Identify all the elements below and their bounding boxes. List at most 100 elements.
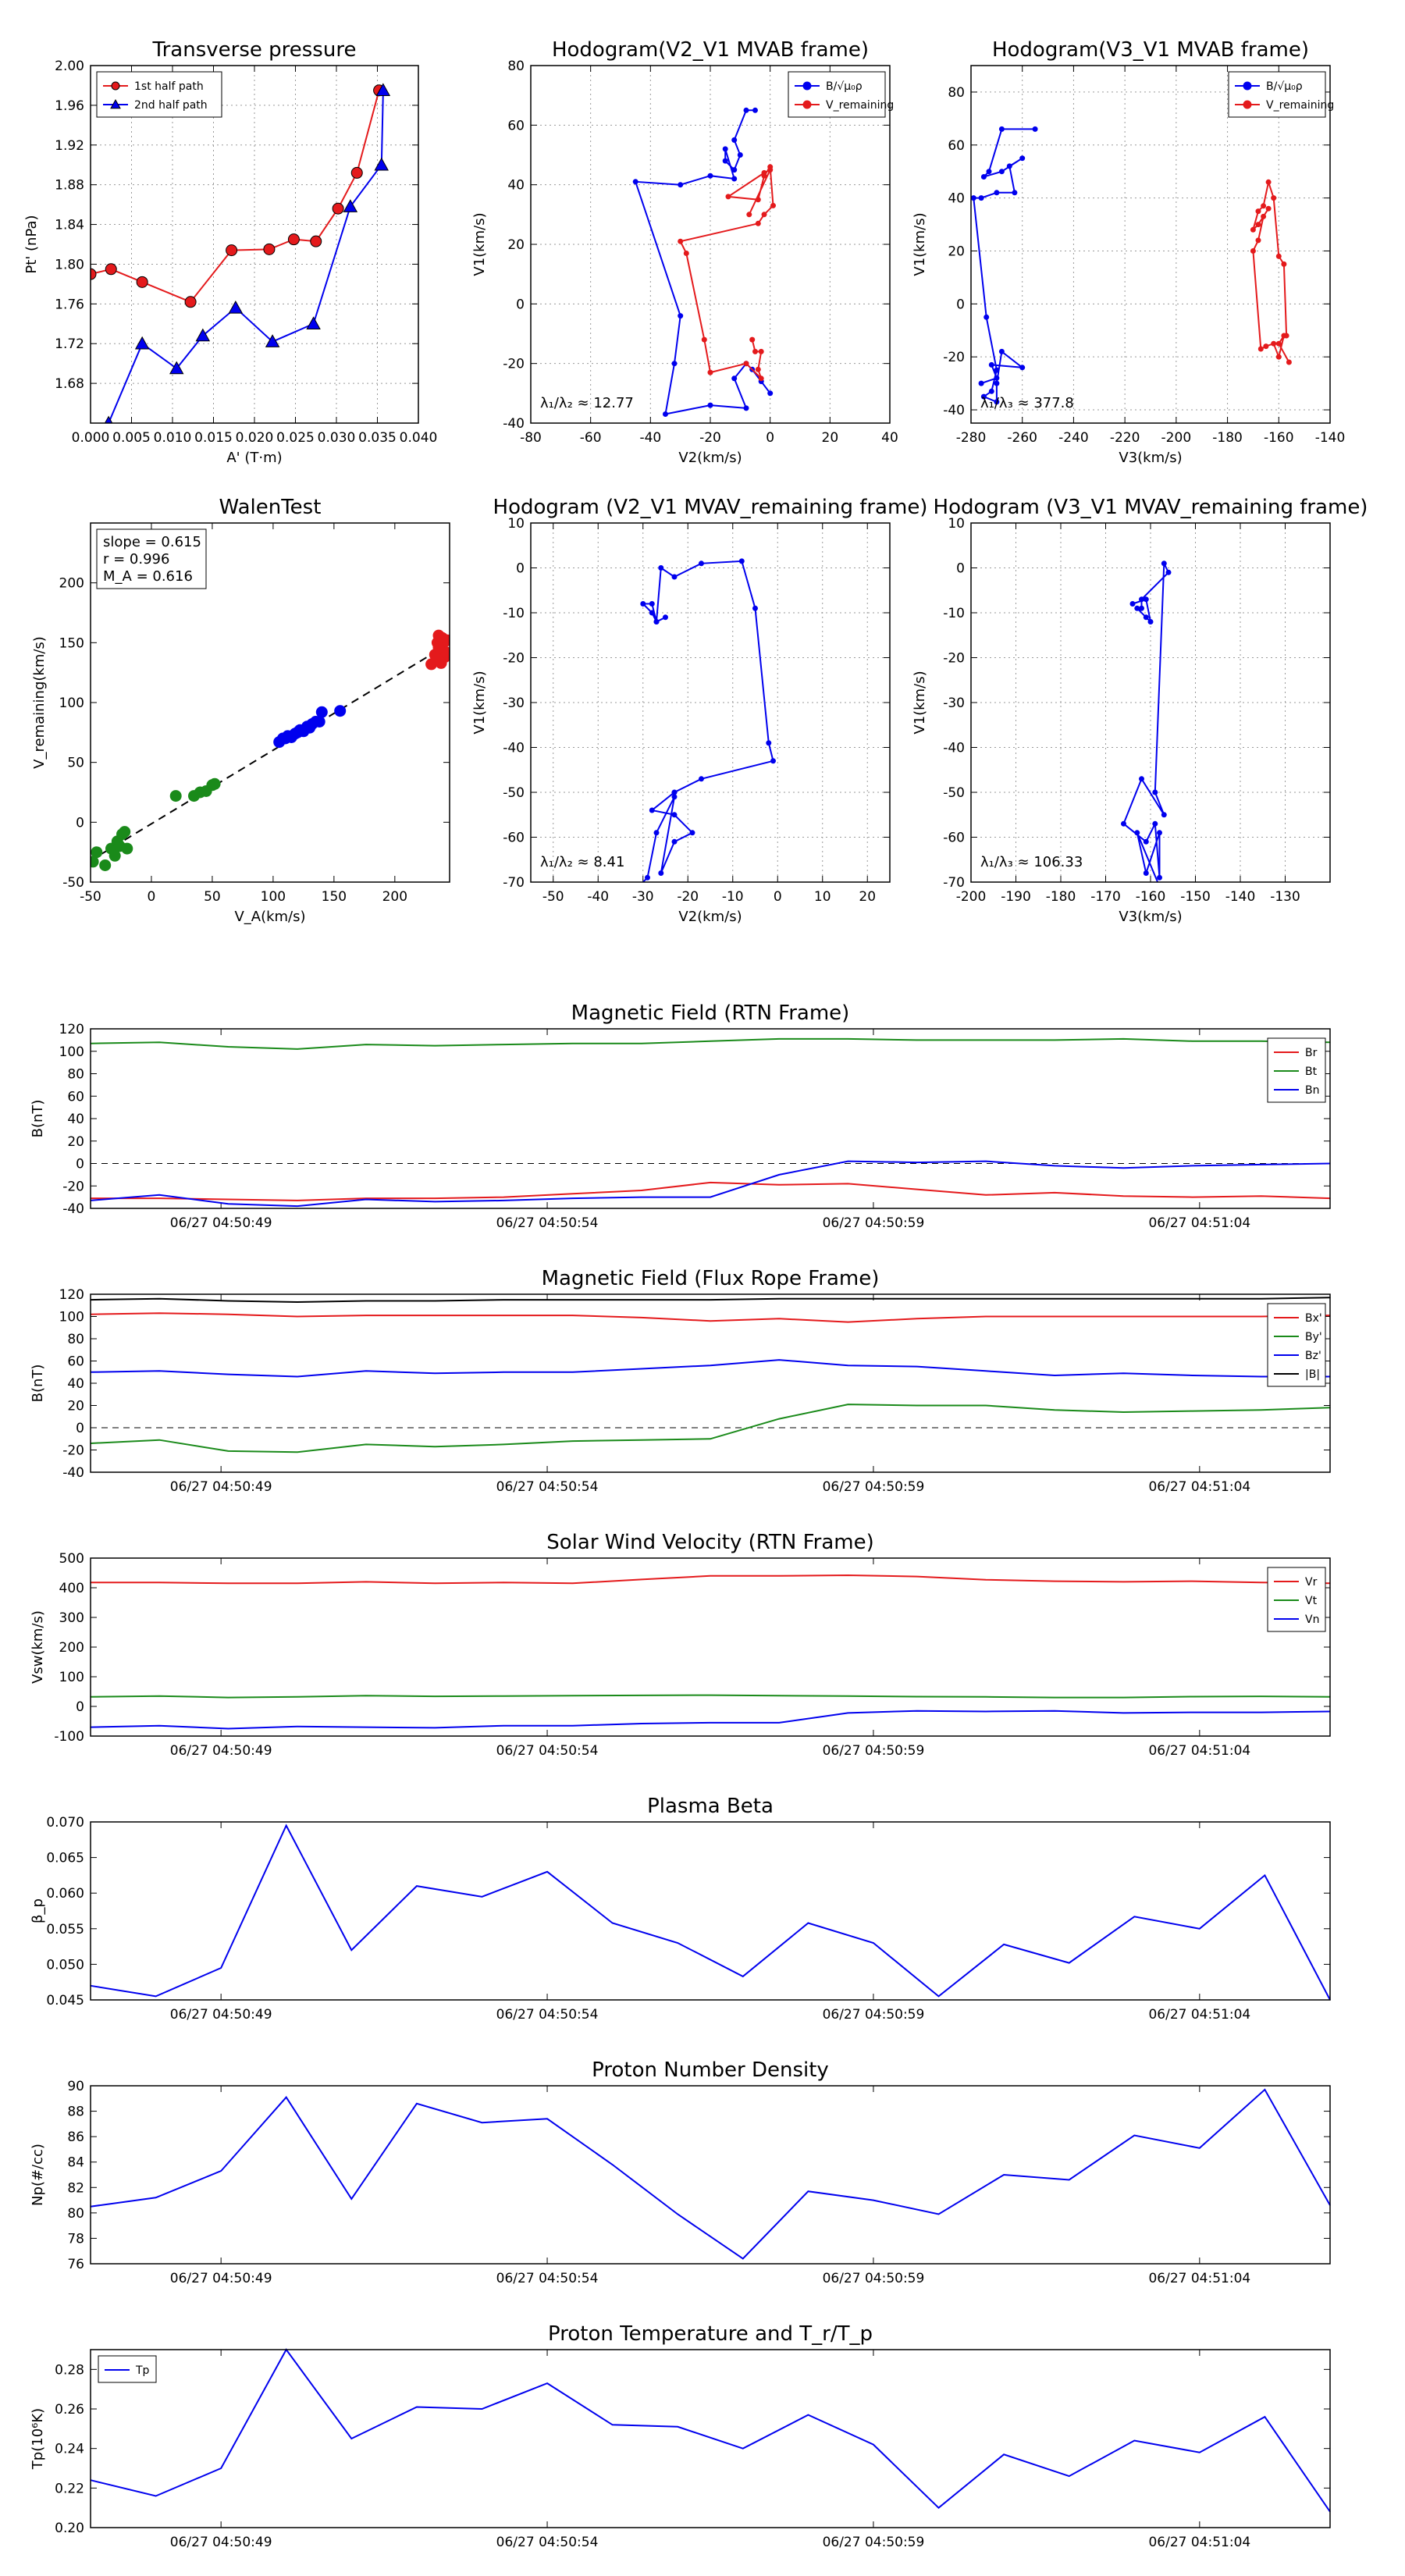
data-point xyxy=(916,1189,918,1190)
eigen-ratio-annotation: λ₁/λ₂ ≈ 8.41 xyxy=(540,854,624,870)
plot-frame xyxy=(90,2349,1331,2528)
data-point xyxy=(220,1967,222,1969)
data-point xyxy=(1152,789,1158,795)
data-point xyxy=(731,137,738,143)
data-point xyxy=(649,601,655,607)
panel-bfield_fr: -40 -20 0 20 40 60 80 100 120 06/27 04:50:49 06/27… xyxy=(30,1267,1331,1495)
data-point xyxy=(315,706,328,718)
data-point xyxy=(572,1725,574,1727)
x-tick-label: 06/27 04:51:04 xyxy=(1148,2535,1250,2550)
data-point xyxy=(767,390,774,397)
data-point xyxy=(572,1043,574,1044)
data-point xyxy=(434,1446,436,1447)
legend-label: Vt xyxy=(1305,1595,1318,1607)
data-point xyxy=(1157,874,1162,881)
panel-np: 76 78 80 82 84 86 88 90 06/27 04:50:49 06/27 04:5… xyxy=(30,2058,1331,2286)
data-point xyxy=(978,380,984,386)
x-tick-label: 06/27 04:50:49 xyxy=(170,1743,272,1759)
panel-title: Proton Number Density xyxy=(592,2058,829,2082)
x-tick-label: -240 xyxy=(1058,430,1089,446)
y-tick-label: 40 xyxy=(507,178,525,194)
data-point xyxy=(1264,1874,1265,1876)
data-point xyxy=(978,195,984,201)
data-point xyxy=(226,244,238,257)
y-tick-label: 2.00 xyxy=(55,59,84,74)
y-tick-label: 0.050 xyxy=(46,1957,84,1973)
x-tick-label: 0 xyxy=(774,889,782,905)
data-point xyxy=(306,316,321,329)
eigen-ratio-annotation: λ₁/λ₃ ≈ 377.8 xyxy=(980,395,1074,411)
data-point xyxy=(1122,1372,1124,1374)
data-point xyxy=(658,870,664,876)
data-point xyxy=(434,1315,436,1316)
y-tick-label: 1.76 xyxy=(55,297,84,312)
legend-label: 1st half path xyxy=(134,80,204,93)
plot-area xyxy=(632,107,776,417)
x-axis-label: A' (T·m) xyxy=(226,450,282,466)
data-point xyxy=(731,176,738,182)
data-point xyxy=(1265,179,1272,185)
data-point xyxy=(365,1044,367,1045)
data-point xyxy=(1122,1315,1124,1318)
data-point xyxy=(778,1174,780,1176)
x-tick-label: -220 xyxy=(1110,430,1140,446)
data-point xyxy=(937,2213,940,2215)
x-tick-label: 0.025 xyxy=(276,430,315,446)
x-tick-label: 0.010 xyxy=(154,430,192,446)
panel-title: Hodogram(V3_V1 MVAB frame) xyxy=(992,38,1309,62)
data-point xyxy=(1157,830,1162,836)
x-tick-label: 20 xyxy=(822,430,839,446)
data-point xyxy=(169,790,182,802)
y-tick-label: -20 xyxy=(62,1443,84,1459)
data-point xyxy=(985,1315,987,1318)
data-point xyxy=(1271,340,1277,347)
data-point xyxy=(546,1871,548,1873)
y-tick-label: 0 xyxy=(76,1421,84,1436)
data-point xyxy=(1264,2089,1265,2090)
data-point xyxy=(807,2414,809,2416)
data-point xyxy=(1122,1195,1124,1197)
data-point xyxy=(807,2190,809,2192)
y-tick-label: -30 xyxy=(943,696,965,711)
y-axis-label: Tp(10⁶K) xyxy=(30,2408,46,2470)
y-tick-label: 500 xyxy=(59,1551,84,1567)
stats-line: slope = 0.615 xyxy=(103,534,201,550)
panel-title: Hodogram (V2_V1 MVAV_remaining frame) xyxy=(493,496,928,519)
x-tick-label: -130 xyxy=(1270,889,1300,905)
data-point xyxy=(671,838,678,845)
x-tick-label: 0 xyxy=(766,430,774,446)
y-axis-label: V_remaining(km/s) xyxy=(31,636,48,769)
data-point xyxy=(108,849,121,862)
x-tick-label: 06/27 04:50:49 xyxy=(170,1215,272,1231)
data-point xyxy=(998,169,1005,175)
data-point xyxy=(1261,213,1267,219)
data-point xyxy=(641,1578,642,1580)
y-tick-label: 50 xyxy=(67,756,84,771)
data-point xyxy=(749,336,756,343)
data-point xyxy=(434,1197,436,1199)
x-tick-label: 50 xyxy=(204,889,221,905)
data-point xyxy=(671,794,678,800)
legend-box xyxy=(96,71,222,118)
series-By' xyxy=(90,1404,1331,1453)
data-point xyxy=(916,1576,918,1578)
y-tick-label: 0.28 xyxy=(55,2362,84,2378)
data-point xyxy=(227,1697,229,1699)
data-point xyxy=(1255,208,1261,215)
data-point xyxy=(731,375,738,382)
data-point xyxy=(689,830,695,836)
series-Bz' xyxy=(90,1359,1330,1378)
data-point xyxy=(1139,776,1144,782)
data-point xyxy=(1122,1167,1124,1169)
data-point xyxy=(155,1995,157,1997)
x-tick-label: -260 xyxy=(1007,430,1037,446)
x-tick-label: -140 xyxy=(1225,889,1256,905)
y-tick-label: 20 xyxy=(67,1134,84,1150)
data-point xyxy=(572,1197,574,1199)
data-point xyxy=(778,1575,780,1577)
data-point xyxy=(1192,1298,1193,1300)
x-tick-label: 0.005 xyxy=(112,430,151,446)
data-point xyxy=(743,107,749,113)
plot-area xyxy=(640,558,776,882)
